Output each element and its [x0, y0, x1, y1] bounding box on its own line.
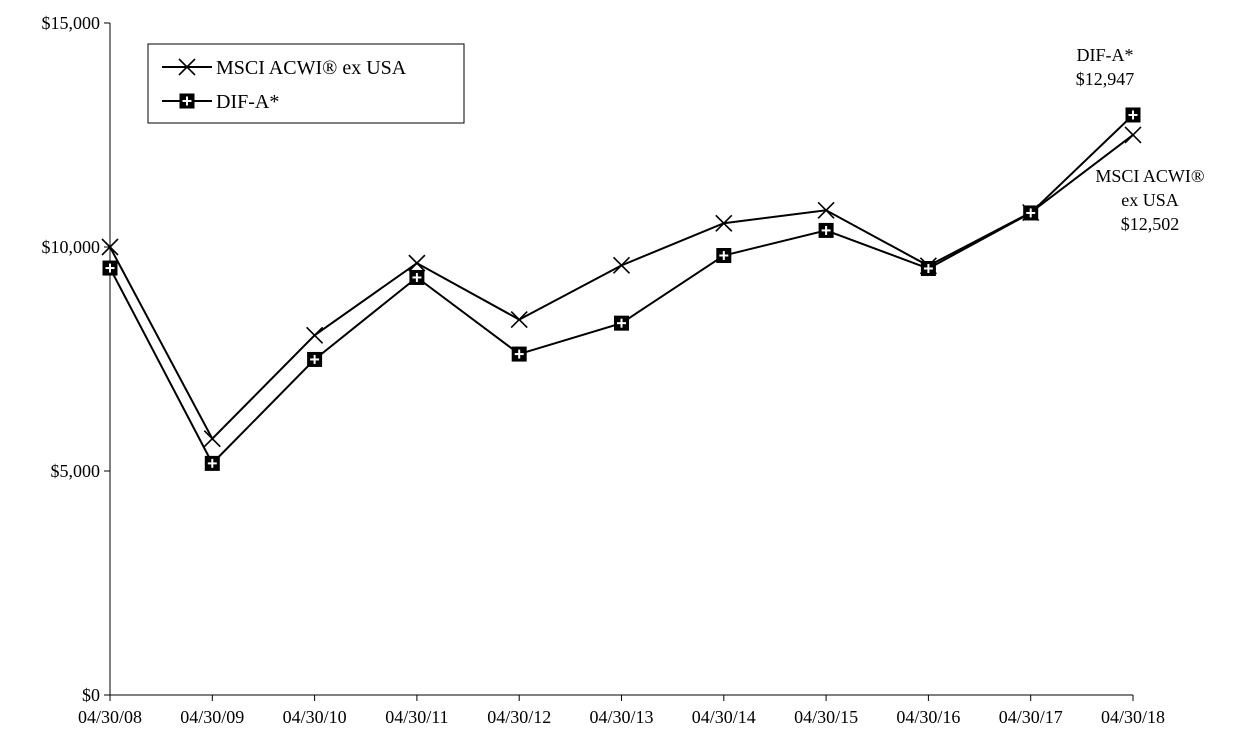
- series-1-point: [102, 260, 118, 276]
- x-tick-label: 04/30/15: [794, 707, 858, 727]
- series-lines: [109, 114, 1134, 466]
- y-tick-label: $15,000: [42, 13, 101, 33]
- annotations: DIF-A* $12,947 MSCI ACWI® ex USA $12,502: [1076, 45, 1205, 234]
- x-tick-label: 04/30/17: [999, 707, 1063, 727]
- marker-stroke: [408, 254, 426, 272]
- series-1-point: [511, 346, 527, 362]
- y-tick-label: $10,000: [42, 237, 101, 257]
- series-1-point: [920, 261, 936, 277]
- series-line-0: [109, 134, 1134, 441]
- marker-stroke: [612, 256, 631, 274]
- series-0-point: [1124, 126, 1142, 144]
- x-tick-label: 04/30/18: [1101, 707, 1165, 727]
- series-0-point: [612, 256, 631, 274]
- marker-stroke: [715, 214, 733, 232]
- series-1-point: [307, 351, 323, 367]
- series-0-point: [408, 254, 426, 272]
- y-tick-label: $0: [82, 685, 100, 705]
- series-1-point: [716, 248, 732, 264]
- series-0-point: [306, 326, 324, 344]
- x-tick-label: 04/30/11: [385, 707, 448, 727]
- series-1-point: [204, 455, 220, 471]
- x-tick-label: 04/30/08: [78, 707, 142, 727]
- x-tick-label: 04/30/09: [180, 707, 244, 727]
- axes: $0 $5,000 $10,000 $15,000 04/30/08 04/30/09 04…: [42, 13, 1166, 727]
- x-tick-label: 04/30/10: [283, 707, 347, 727]
- marker-stroke: [101, 238, 119, 256]
- marker-stroke: [203, 430, 221, 448]
- marker-stroke: [178, 58, 196, 76]
- legend: MSCI ACWI® ex USA DIF-A*: [147, 43, 465, 124]
- series-markers: [101, 107, 1142, 471]
- series-1-point: [818, 222, 834, 238]
- series-0-point: [715, 214, 733, 232]
- series-0-point: [510, 311, 528, 329]
- legend-box: [147, 43, 465, 124]
- annotation-text: ex USA: [1121, 190, 1179, 210]
- annotation-text: DIF-A*: [1077, 45, 1134, 65]
- x-tick-label: 04/30/13: [589, 707, 653, 727]
- annotation-text: MSCI ACWI®: [1095, 166, 1204, 186]
- annotation-text: $12,502: [1121, 214, 1180, 234]
- series-0-point: [203, 430, 221, 448]
- series-1-point: [1023, 205, 1039, 221]
- series-1-point: [409, 269, 425, 285]
- annotation-text: $12,947: [1076, 69, 1135, 89]
- series-0-point: [101, 238, 119, 256]
- marker-stroke: [306, 326, 324, 344]
- legend-label: MSCI ACWI® ex USA: [216, 57, 407, 79]
- series-line-1: [109, 114, 1134, 466]
- marker-stroke: [1124, 126, 1142, 144]
- series-1-point: [614, 315, 629, 331]
- legend-marker: [178, 58, 196, 76]
- series-1-point: [1125, 107, 1141, 123]
- x-tick-label: 04/30/16: [896, 707, 960, 727]
- marker-stroke: [510, 311, 528, 329]
- marker-stroke: [817, 201, 835, 219]
- x-tick-label: 04/30/14: [692, 707, 756, 727]
- legend-marker: [179, 93, 195, 109]
- series-0-point: [817, 201, 835, 219]
- y-tick-label: $5,000: [51, 461, 101, 481]
- x-tick-label: 04/30/12: [487, 707, 551, 727]
- legend-label: DIF-A*: [216, 91, 279, 113]
